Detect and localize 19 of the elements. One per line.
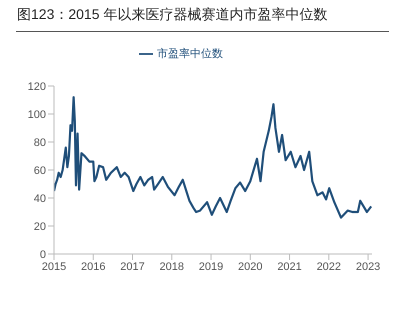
x-tick-label: 2018	[160, 260, 184, 273]
y-tick-label: 20	[34, 220, 46, 233]
line-series	[54, 96, 372, 219]
chart-title: 图123：2015 年以来医疗器械赛道内市盈率中位数	[17, 6, 328, 24]
y-tick-label: 0	[40, 248, 46, 261]
y-tick-label: 80	[34, 136, 46, 149]
x-tick-label: 2020	[238, 260, 263, 273]
y-tick-label: 60	[34, 164, 46, 177]
x-tick-label: 2022	[316, 260, 342, 273]
y-tick-label: 120	[28, 80, 46, 93]
x-tick-label: 2015	[42, 260, 66, 273]
x-tick-label: 2023	[356, 260, 380, 273]
y-tick-label: 40	[34, 192, 46, 205]
x-tick-label: 2019	[198, 260, 224, 273]
y-tick-label: 100	[28, 108, 46, 121]
x-tick-label: 2017	[120, 260, 145, 273]
legend-label: 市盈率中位数	[157, 48, 223, 60]
x-tick-label: 2021	[277, 260, 302, 273]
x-tick-label: 2016	[81, 260, 106, 273]
